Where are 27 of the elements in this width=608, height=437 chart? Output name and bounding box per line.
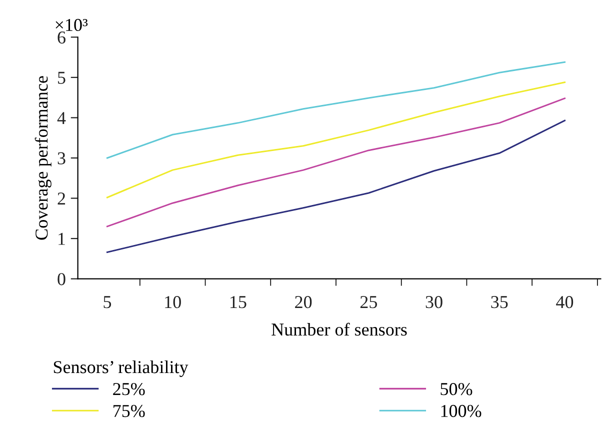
y-tick-label: 0 xyxy=(58,273,66,286)
line-series xyxy=(106,98,566,228)
x-tick-label: 35 xyxy=(491,296,508,308)
x-axis-title: Number of sensors xyxy=(272,322,407,336)
line-series xyxy=(106,81,566,198)
legend-label: 25% xyxy=(113,382,145,396)
x-tick-label: 30 xyxy=(426,296,442,308)
y-tick-label: 5 xyxy=(58,72,66,84)
line-series xyxy=(106,120,566,253)
x-tick-label: 40 xyxy=(556,296,574,308)
x-tick-label: 25 xyxy=(360,296,377,308)
text: ×10³ xyxy=(56,18,88,32)
x-tick-label: 10 xyxy=(165,296,181,308)
legend-label: 100% xyxy=(441,404,482,418)
legend-label: 50% xyxy=(440,382,472,396)
x-tick-label: 15 xyxy=(230,296,246,308)
legend-label: 75% xyxy=(114,404,145,418)
y-tick-label: 2 xyxy=(58,192,66,205)
legend-title: Sensors’ reliability xyxy=(54,360,188,377)
x-tick-label: 20 xyxy=(295,296,312,308)
y-tick-label: 6 xyxy=(58,31,66,44)
x-tick-label: 5 xyxy=(104,296,112,308)
y-tick-label: 3 xyxy=(58,152,66,164)
y-tick-label: 4 xyxy=(57,112,66,124)
y-axis-title: Coverage performance xyxy=(34,76,52,240)
y-tick-label: 1 xyxy=(58,232,65,245)
line-series xyxy=(106,61,566,159)
